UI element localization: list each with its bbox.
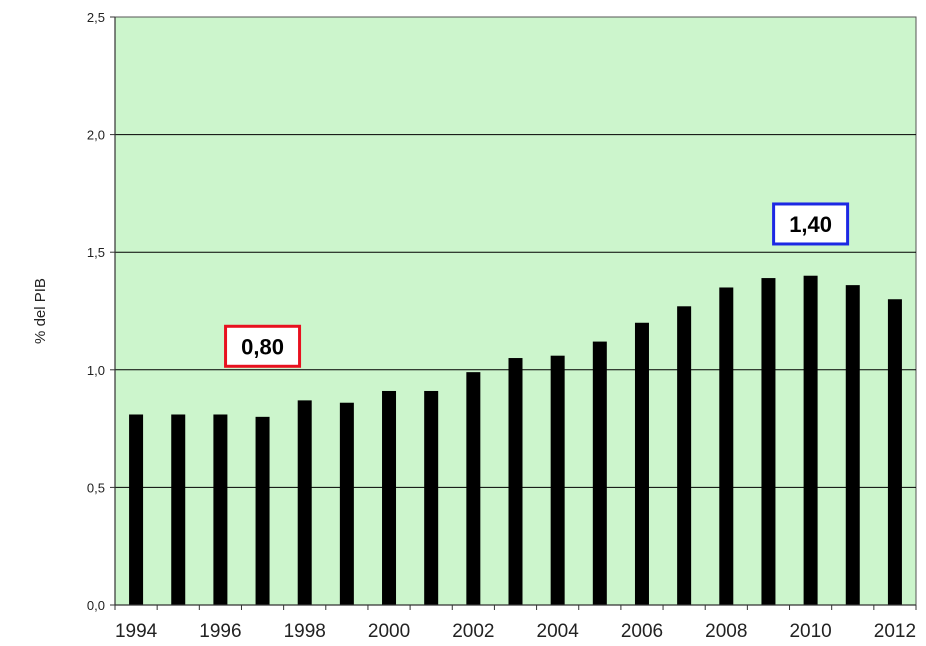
x-tick-label: 2006 — [621, 621, 663, 642]
x-tick-labels: 1994 1996 1998 2000 2002 2004 2006 2008 2010 2012 — [115, 621, 916, 642]
annotation-border — [224, 324, 302, 368]
y-tick-labels: 0,0 0,5 1,0 1,5 2,0 2,5 — [87, 10, 105, 613]
bar-2009 — [761, 278, 776, 605]
annotation-label: 1,40 — [789, 212, 832, 237]
x-tick-label: 1998 — [284, 621, 326, 642]
axes — [110, 16, 917, 610]
annotation-border — [772, 202, 850, 246]
x-tick-label: 2010 — [789, 621, 831, 642]
bar-2001 — [424, 390, 439, 605]
bar-1998 — [297, 400, 312, 605]
bar-2000 — [382, 390, 397, 605]
x-tick-label: 2000 — [368, 621, 410, 642]
bar-2012 — [887, 299, 902, 605]
bars — [129, 275, 902, 605]
bar-2008 — [719, 287, 734, 605]
bar-2007 — [677, 306, 692, 605]
annotation-label: 0,80 — [241, 334, 284, 359]
x-tick-label: 2008 — [705, 621, 747, 642]
bar-1995 — [171, 414, 186, 605]
y-tick-label: 0,5 — [87, 480, 105, 495]
x-tick-label: 2002 — [452, 621, 494, 642]
y-tick-label: 1,5 — [87, 245, 105, 260]
bar-2002 — [466, 372, 481, 605]
bar-1999 — [339, 402, 354, 605]
annotation-box: 0,80 — [224, 324, 302, 368]
bar-1996 — [213, 414, 228, 605]
x-tick-label: 1996 — [199, 621, 241, 642]
bar-2006 — [634, 322, 649, 605]
x-tick-label: 2004 — [537, 621, 580, 642]
bar-1994 — [129, 414, 144, 605]
bar-2003 — [508, 358, 523, 605]
x-tick-label: 2012 — [874, 621, 916, 642]
x-tick-label: 1994 — [115, 621, 158, 642]
y-tick-label: 0,0 — [87, 598, 105, 613]
annotations: 0,80 1,40 — [224, 202, 850, 368]
y-tick-label: 1,0 — [87, 363, 105, 378]
annotation-box: 1,40 — [772, 202, 850, 246]
bar-2004 — [550, 355, 565, 605]
bar-2011 — [845, 285, 860, 605]
y-tick-label: 2,5 — [87, 10, 105, 25]
bar-2005 — [592, 341, 607, 605]
y-axis-title: % del PIB — [32, 278, 49, 344]
y-tick-label: 2,0 — [87, 128, 105, 143]
bar-1997 — [255, 416, 270, 605]
bar-2010 — [803, 275, 818, 605]
